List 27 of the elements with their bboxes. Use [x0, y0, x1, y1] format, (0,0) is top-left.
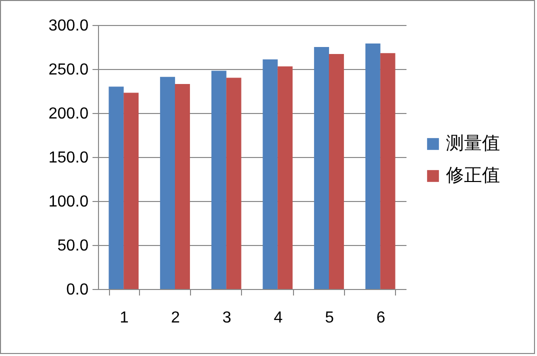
- bar: [108, 86, 124, 289]
- bar: [124, 92, 139, 289]
- x-tick-label: 6: [376, 310, 386, 326]
- legend-label: 测量值: [446, 133, 500, 153]
- x-tick-label: 3: [222, 310, 232, 326]
- y-tick-label: 250.0: [48, 62, 89, 78]
- bar: [365, 43, 380, 289]
- bar: [314, 47, 330, 289]
- bar: [211, 70, 226, 289]
- bar: [262, 59, 278, 289]
- bar: [174, 84, 190, 289]
- bar: [160, 76, 176, 289]
- x-tick-label: 4: [274, 310, 283, 326]
- x-tick-label: 5: [325, 310, 334, 326]
- y-tick-label: 100.0: [48, 194, 89, 210]
- y-tick-label: 0.0: [66, 282, 89, 298]
- legend-label: 修正值: [446, 165, 500, 185]
- y-tick-label: 150.0: [48, 150, 89, 166]
- bar: [278, 66, 293, 289]
- y-tick-label: 300.0: [48, 18, 89, 34]
- x-tick-label: 2: [171, 310, 180, 326]
- y-tick-label: 200.0: [48, 106, 89, 122]
- x-tick-label: 1: [120, 310, 129, 326]
- y-tick-label: 50.0: [57, 238, 89, 254]
- bar: [380, 53, 396, 289]
- bar: [226, 78, 242, 289]
- bar: [328, 54, 344, 289]
